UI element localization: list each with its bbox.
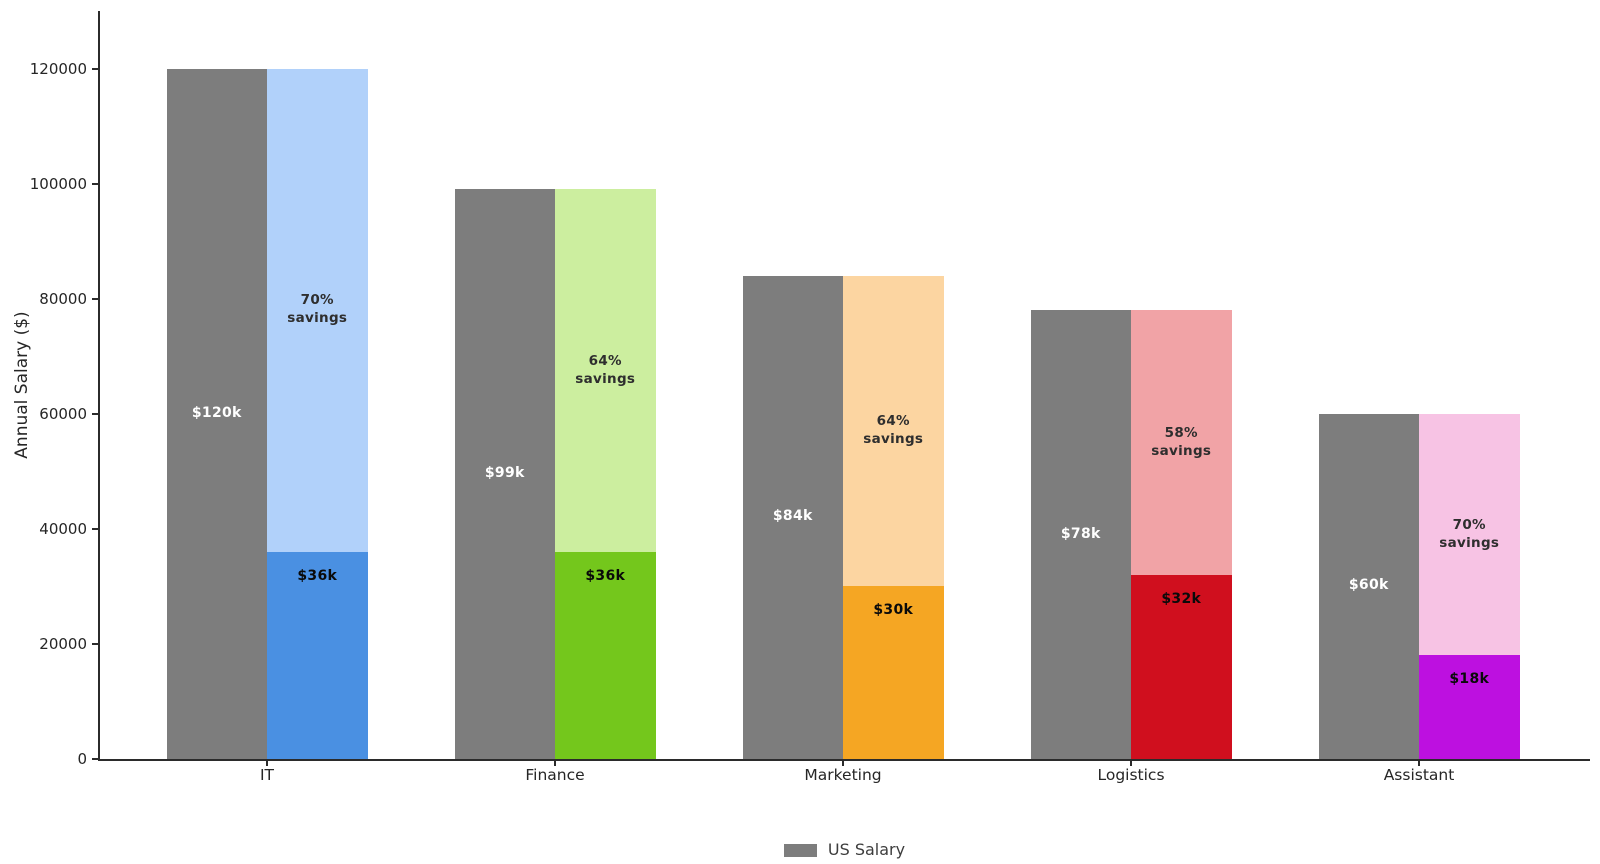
legend-swatch-us-salary [783, 843, 817, 857]
x-tick-logistics [1130, 760, 1132, 766]
x-axis-spine [97, 758, 1590, 761]
x-category-label-it: IT [259, 766, 275, 784]
y-tick-label-120000: 120000 [29, 59, 87, 78]
us-salary-bar-it [166, 68, 267, 759]
savings-percent-label-assistant: 70% savings [1439, 516, 1500, 551]
us-salary-value-label-logistics: $78k [1060, 525, 1101, 542]
x-tick-it [266, 760, 268, 766]
offshore-salary-bar-it [267, 551, 368, 759]
x-tick-marketing [842, 760, 844, 766]
y-tick-60000 [92, 412, 99, 415]
offshore-salary-value-label-finance: $36k [585, 567, 626, 584]
us-salary-value-label-finance: $99k [484, 465, 525, 482]
x-category-label-finance: Finance [525, 766, 585, 784]
offshore-salary-bar-marketing [843, 586, 944, 759]
y-tick-label-40000: 40000 [39, 519, 87, 538]
y-tick-40000 [92, 527, 99, 530]
savings-segment-logistics [1131, 310, 1232, 575]
offshore-salary-value-label-it: $36k [297, 567, 338, 584]
us-salary-value-label-assistant: $60k [1348, 577, 1389, 594]
x-category-label-marketing: Marketing [804, 766, 882, 784]
us-salary-value-label-marketing: $84k [772, 508, 813, 525]
savings-segment-finance [555, 189, 656, 552]
us-salary-bar-marketing [742, 275, 843, 759]
x-tick-assistant [1418, 760, 1420, 766]
legend-label-us-salary: US Salary [827, 840, 906, 859]
y-tick-label-80000: 80000 [39, 289, 87, 308]
legend: US Salary [99, 838, 1590, 862]
x-tick-finance [554, 760, 556, 766]
savings-segment-marketing [843, 275, 944, 587]
offshore-salary-value-label-assistant: $18k [1449, 671, 1490, 688]
us-salary-bar-logistics [1030, 310, 1131, 759]
us-salary-bar-finance [454, 189, 555, 759]
y-tick-100000 [92, 182, 99, 185]
savings-percent-label-logistics: 58% savings [1151, 424, 1212, 459]
y-tick-label-60000: 60000 [39, 404, 87, 423]
y-axis-spine [97, 11, 100, 761]
y-tick-label-20000: 20000 [39, 634, 87, 653]
savings-segment-assistant [1419, 413, 1520, 656]
x-category-label-logistics: Logistics [1097, 766, 1165, 784]
offshore-salary-bar-finance [555, 551, 656, 759]
y-tick-label-0: 0 [77, 750, 87, 768]
y-tick-80000 [92, 297, 99, 300]
us-salary-value-label-it: $120k [191, 404, 242, 421]
y-axis-title: Annual Salary ($) [12, 311, 32, 459]
x-category-label-assistant: Assistant [1383, 766, 1455, 784]
offshore-salary-value-label-marketing: $30k [873, 602, 914, 619]
savings-percent-label-it: 70% savings [287, 292, 348, 327]
y-tick-0 [92, 758, 99, 760]
savings-percent-label-finance: 64% savings [575, 352, 636, 387]
savings-percent-label-marketing: 64% savings [863, 413, 924, 448]
y-tick-20000 [92, 642, 99, 645]
us-salary-bar-assistant [1318, 413, 1419, 759]
y-tick-120000 [92, 67, 99, 70]
offshore-salary-bar-assistant [1419, 655, 1520, 759]
y-tick-label-100000: 100000 [29, 174, 87, 193]
savings-segment-it [267, 68, 368, 552]
offshore-salary-value-label-logistics: $32k [1161, 590, 1202, 607]
offshore-salary-bar-logistics [1131, 574, 1232, 759]
